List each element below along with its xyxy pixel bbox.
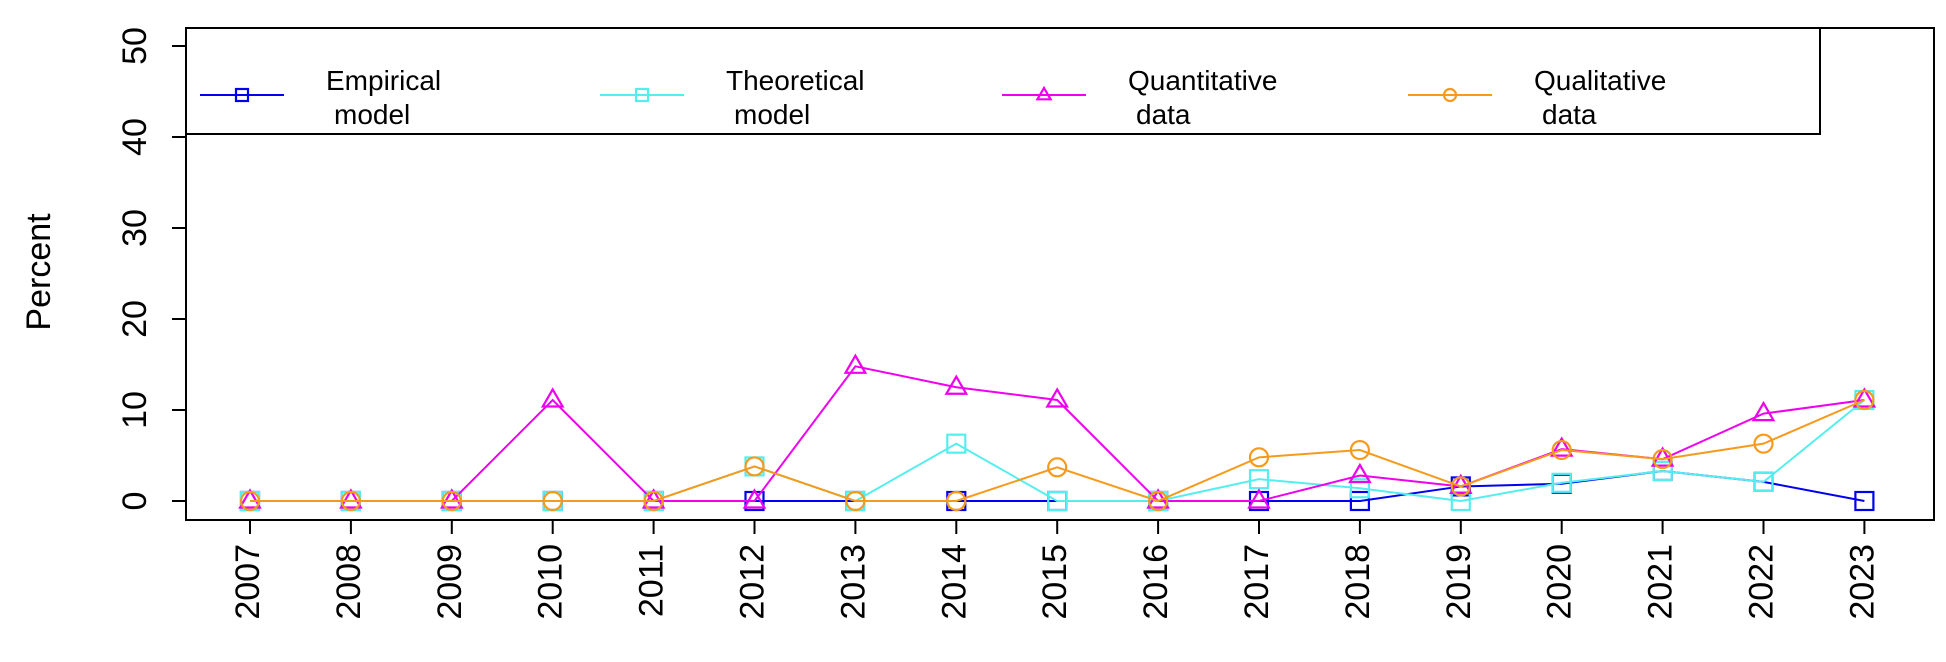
data-point-triangle <box>1852 387 1877 408</box>
x-tick-label: 2008 <box>330 544 368 620</box>
x-tick-label: 2014 <box>935 544 973 620</box>
legend-label-line1: Theoretical <box>726 65 865 96</box>
data-point-circle <box>946 490 967 512</box>
series-3 <box>238 353 1877 509</box>
x-tick-label: 2017 <box>1238 544 1276 620</box>
data-point-circle <box>1450 476 1471 497</box>
x-tick-label: 2010 <box>532 544 570 620</box>
data-point-triangle <box>439 488 464 509</box>
y-axis: 0 10 20 30 40 50 <box>116 27 187 511</box>
y-tick-label: 0 <box>116 492 154 511</box>
x-tick-label: 2016 <box>1137 544 1175 620</box>
x-tick-label: 2018 <box>1339 544 1377 620</box>
x-axis: 2007 2008 2009 2010 2011 2012 2013 2014 2015 2016… <box>229 520 1881 620</box>
y-tick-label: 20 <box>116 300 154 338</box>
data-point-triangle <box>238 488 262 509</box>
series-layer <box>238 353 1877 512</box>
legend-label-line2: data <box>1136 99 1191 130</box>
x-tick-label: 2011 <box>633 544 671 617</box>
data-point-square <box>1652 460 1673 482</box>
x-tick-label: 2019 <box>1440 544 1478 620</box>
data-point-circle <box>1753 433 1774 454</box>
y-tick-label: 40 <box>116 118 154 156</box>
data-point-circle <box>340 490 361 512</box>
data-point-circle <box>1854 389 1875 411</box>
x-tick-label: 2020 <box>1541 544 1579 620</box>
data-point-triangle <box>742 488 767 509</box>
data-point-square <box>634 87 650 103</box>
data-point-circle <box>744 456 765 477</box>
x-tick-label: 2007 <box>229 544 267 620</box>
data-point-circle <box>1349 439 1371 461</box>
data-point-triangle <box>1035 85 1053 101</box>
data-point-circle <box>845 490 866 512</box>
data-point-circle <box>1147 490 1169 512</box>
data-point-square <box>1349 490 1371 512</box>
legend: EmpiricalmodelTheoreticalmodelQuantitati… <box>185 27 1821 135</box>
series-line <box>250 399 1866 503</box>
data-point-circle <box>1442 87 1458 103</box>
data-point-triangle <box>1045 387 1070 408</box>
data-point-square <box>1753 471 1774 492</box>
series-line <box>250 399 1865 503</box>
legend-label-line2: model <box>734 99 810 130</box>
x-tick-label: 2022 <box>1742 544 1780 620</box>
data-point-triangle <box>339 488 363 509</box>
data-point-triangle <box>540 387 565 408</box>
series-2 <box>239 389 1875 512</box>
legend-label-line1: Quantitative <box>1128 65 1277 96</box>
data-point-triangle <box>843 353 868 374</box>
legend-label-line2: data <box>1542 99 1597 130</box>
data-point-square <box>1349 478 1371 499</box>
y-tick-label: 50 <box>116 27 154 65</box>
series-4 <box>239 389 1875 512</box>
data-point-circle <box>1551 439 1572 461</box>
data-point-square <box>1248 469 1270 490</box>
data-point-triangle <box>1348 462 1372 484</box>
x-tick-label: 2023 <box>1843 544 1881 620</box>
data-point-circle <box>1652 449 1673 470</box>
data-point-square <box>234 87 250 103</box>
data-point-square <box>1551 472 1572 493</box>
data-point-triangle <box>1751 400 1776 422</box>
series-line <box>250 365 1865 502</box>
legend-box <box>185 27 1821 135</box>
y-axis-title: Percent <box>20 213 58 331</box>
legend-label-line1: Qualitative <box>1534 65 1666 96</box>
data-point-triangle <box>1650 446 1675 467</box>
data-point-circle <box>239 490 261 512</box>
data-point-circle <box>1248 447 1270 468</box>
x-tick-label: 2013 <box>834 544 872 620</box>
legend-label-line1: Empirical <box>326 65 441 96</box>
x-tick-label: 2012 <box>733 544 771 620</box>
data-point-circle <box>643 490 664 512</box>
x-tick-label: 2015 <box>1036 544 1074 620</box>
data-point-square <box>1854 490 1875 512</box>
data-point-square <box>1047 490 1068 512</box>
data-point-circle <box>441 490 462 512</box>
data-point-triangle <box>1247 488 1271 509</box>
x-tick-label: 2009 <box>431 544 469 620</box>
data-point-circle <box>1047 457 1068 478</box>
legend-label-line2: model <box>334 99 410 130</box>
y-tick-label: 10 <box>116 391 154 429</box>
series-1 <box>239 460 1875 512</box>
data-point-circle <box>542 490 563 512</box>
data-point-square <box>946 433 967 454</box>
data-point-triangle <box>944 374 969 395</box>
y-tick-label: 30 <box>116 209 154 247</box>
data-point-triangle <box>1549 436 1574 457</box>
x-tick-label: 2021 <box>1642 544 1680 620</box>
